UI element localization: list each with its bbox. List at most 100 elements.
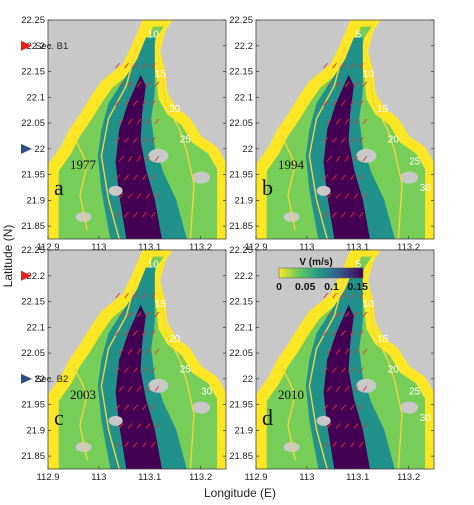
velocity-arrow	[133, 292, 138, 299]
velocity-arrow	[332, 137, 337, 143]
velocity-arrow	[344, 423, 350, 429]
contour-label: 25	[409, 387, 421, 398]
y-tick-label: 22.25	[229, 15, 253, 26]
x-tick-label: 112.9	[36, 242, 59, 253]
velocity-arrow	[335, 311, 341, 318]
velocity-arrow	[150, 292, 156, 299]
velocity-arrow	[362, 118, 368, 125]
velocity-arrow	[115, 441, 120, 448]
velocity-arrow	[133, 367, 138, 373]
velocity-arrow	[326, 311, 332, 318]
velocity-arrow	[362, 193, 368, 199]
velocity-arrow	[124, 441, 129, 448]
island	[283, 442, 300, 453]
velocity-arrow	[335, 385, 341, 392]
velocity-arrow	[326, 193, 332, 199]
y-tick-label: 22	[242, 144, 253, 155]
colorbar-gradient	[278, 267, 364, 279]
velocity-arrow	[362, 155, 368, 162]
y-tick-label: 21.9	[27, 425, 46, 436]
velocity-arrow	[124, 174, 129, 181]
panel-c: 10 15 20 25 30 2003 c 21.85 21.9 21.95 22 22.05 22.1…	[21, 245, 227, 483]
velocity-arrow	[341, 404, 346, 411]
velocity-arrow	[335, 193, 341, 199]
isobath-contour	[161, 298, 195, 470]
velocity-arrow	[353, 81, 359, 88]
panel-frame	[255, 19, 435, 240]
contour-label: 20	[169, 104, 181, 115]
velocity-arrow	[124, 62, 129, 69]
colorbar-title: V (m/s)	[299, 257, 332, 268]
x-tick-label: 113.2	[397, 242, 420, 253]
velocity-arrow	[115, 367, 120, 373]
y-tick-label: 22.25	[229, 245, 253, 256]
y-tick-label: 21.95	[229, 170, 253, 181]
contour-label: 10	[148, 30, 160, 41]
section-marker	[21, 40, 32, 51]
panel-letter: b	[262, 175, 273, 200]
colorbar-tick-label: 0.05	[295, 281, 316, 293]
velocity-arrow	[127, 348, 133, 355]
island	[75, 212, 92, 223]
velocity-arrow	[127, 193, 133, 199]
velocity-arrow	[141, 330, 147, 336]
velocity-arrow	[326, 348, 332, 355]
velocity-arrow	[358, 137, 364, 143]
panel-letter: a	[54, 175, 64, 200]
y-tick-label: 22.1	[235, 322, 254, 333]
velocity-arrow	[141, 62, 147, 69]
velocity-arrow	[326, 118, 332, 125]
velocity-arrow	[150, 404, 156, 411]
y-tick-label: 22.15	[229, 67, 253, 78]
velocity-arrow	[323, 62, 328, 69]
velocity-arrow	[118, 423, 124, 429]
section-marker	[21, 270, 32, 281]
velocity-arrow	[323, 174, 328, 181]
velocity-arrow	[353, 423, 359, 429]
velocity-arrow	[332, 62, 337, 69]
x-tick-label: 113	[299, 472, 314, 483]
velocity-arrow	[150, 174, 156, 181]
velocity-arrow	[353, 118, 359, 125]
velocity-arrow	[335, 155, 341, 162]
contour-label: 20	[388, 365, 400, 376]
velocity-arrow	[341, 100, 346, 106]
velocity-arrow	[124, 211, 129, 218]
velocity-arrow	[133, 330, 138, 336]
velocity-arrow	[353, 385, 359, 392]
panel-year: 1977	[70, 157, 97, 172]
velocity-arrow	[154, 423, 160, 429]
velocity-arrow	[118, 385, 124, 392]
panel-letter: c	[54, 405, 64, 430]
velocity-arrow	[141, 100, 147, 106]
velocity-arrow	[150, 367, 156, 373]
contour-label: 25	[180, 365, 192, 376]
velocity-arrow	[358, 174, 364, 181]
y-tick-label: 21.9	[235, 195, 254, 206]
island	[356, 148, 377, 163]
velocity-arrow	[145, 348, 151, 355]
contour-label: 25	[409, 157, 421, 168]
velocity-arrow	[323, 100, 328, 106]
y-tick-label: 21.95	[21, 400, 45, 411]
y-tick-label: 22.15	[229, 297, 253, 308]
y-tick-label: 22	[34, 144, 45, 155]
velocity-arrow	[358, 441, 364, 448]
island	[400, 171, 419, 184]
velocity-arrow	[335, 423, 341, 429]
y-tick-label: 22.25	[21, 245, 45, 256]
island	[192, 401, 211, 414]
velocity-arrow	[118, 81, 124, 88]
velocity-arrow	[341, 367, 346, 373]
panel-frame	[47, 19, 227, 240]
velocity-arrow	[349, 330, 355, 336]
y-tick-label: 22.05	[21, 348, 45, 359]
velocity-arrow	[127, 311, 133, 318]
velocity-arrow	[124, 330, 129, 336]
velocity-arrow	[323, 211, 328, 218]
y-tick-label: 22.2	[27, 41, 46, 52]
y-tick-label: 21.9	[27, 195, 46, 206]
y-tick-label: 22.05	[21, 118, 45, 129]
y-tick-label: 22.05	[229, 118, 253, 129]
